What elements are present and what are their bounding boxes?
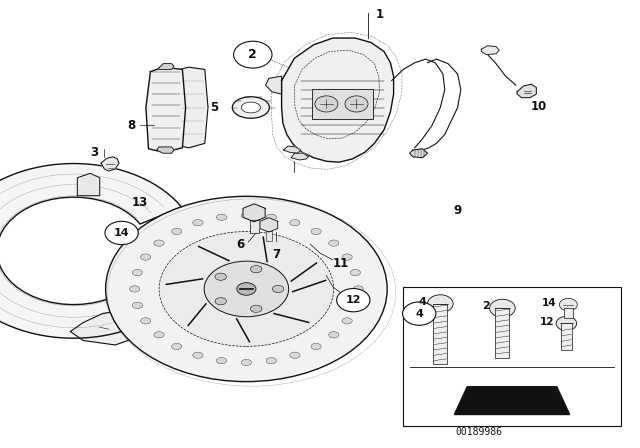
Text: 10: 10: [531, 100, 547, 113]
Ellipse shape: [154, 332, 164, 338]
Ellipse shape: [141, 254, 151, 260]
Ellipse shape: [132, 269, 143, 276]
Text: 4: 4: [419, 297, 426, 307]
FancyBboxPatch shape: [433, 304, 447, 364]
Polygon shape: [260, 218, 278, 232]
Polygon shape: [0, 164, 182, 338]
FancyBboxPatch shape: [495, 308, 509, 358]
Ellipse shape: [216, 214, 227, 220]
Polygon shape: [481, 46, 499, 55]
Ellipse shape: [350, 302, 360, 309]
Circle shape: [559, 298, 577, 311]
Polygon shape: [410, 149, 428, 158]
Ellipse shape: [311, 343, 321, 349]
FancyBboxPatch shape: [403, 287, 621, 426]
Circle shape: [556, 316, 577, 331]
Text: 2: 2: [483, 301, 490, 310]
Ellipse shape: [193, 220, 203, 226]
FancyBboxPatch shape: [250, 220, 259, 233]
Ellipse shape: [250, 305, 262, 312]
Polygon shape: [454, 387, 570, 414]
Text: 4: 4: [415, 309, 423, 319]
Ellipse shape: [329, 332, 339, 338]
FancyBboxPatch shape: [266, 231, 272, 241]
Ellipse shape: [204, 261, 289, 317]
Ellipse shape: [241, 359, 252, 366]
Circle shape: [315, 96, 338, 112]
Text: 8: 8: [127, 119, 135, 132]
Ellipse shape: [141, 318, 151, 324]
Circle shape: [428, 295, 453, 313]
Text: 14: 14: [114, 228, 129, 238]
Polygon shape: [101, 157, 119, 171]
Ellipse shape: [241, 212, 252, 219]
FancyBboxPatch shape: [564, 308, 573, 318]
Circle shape: [403, 302, 436, 325]
Polygon shape: [70, 309, 147, 345]
Ellipse shape: [266, 358, 276, 364]
Ellipse shape: [216, 358, 227, 364]
Ellipse shape: [193, 352, 203, 358]
Ellipse shape: [159, 232, 333, 346]
Polygon shape: [157, 147, 174, 153]
Polygon shape: [176, 67, 208, 148]
Ellipse shape: [353, 286, 364, 292]
Ellipse shape: [290, 352, 300, 358]
Text: 11: 11: [332, 257, 349, 270]
Text: 00189986: 00189986: [455, 427, 502, 437]
Ellipse shape: [215, 297, 227, 305]
Text: 3: 3: [91, 146, 99, 159]
Polygon shape: [284, 146, 301, 153]
Text: 12: 12: [540, 317, 554, 327]
Ellipse shape: [311, 228, 321, 235]
Ellipse shape: [129, 286, 140, 292]
Ellipse shape: [342, 318, 352, 324]
Ellipse shape: [250, 266, 262, 273]
Polygon shape: [266, 76, 282, 94]
Ellipse shape: [350, 269, 360, 276]
Text: 13: 13: [131, 196, 148, 209]
Polygon shape: [146, 67, 186, 152]
Text: 14: 14: [542, 298, 556, 308]
Ellipse shape: [154, 240, 164, 246]
Circle shape: [490, 299, 515, 317]
Polygon shape: [517, 84, 536, 98]
Text: 1: 1: [376, 8, 383, 21]
Polygon shape: [243, 204, 265, 222]
Ellipse shape: [329, 240, 339, 246]
Circle shape: [105, 221, 138, 245]
Polygon shape: [282, 38, 394, 162]
Circle shape: [337, 289, 370, 312]
Circle shape: [234, 41, 272, 68]
Ellipse shape: [232, 97, 269, 118]
Ellipse shape: [172, 228, 182, 235]
Text: 2: 2: [248, 48, 257, 61]
Text: 5: 5: [211, 101, 218, 114]
Ellipse shape: [106, 196, 387, 382]
Text: 6: 6: [236, 237, 244, 251]
FancyBboxPatch shape: [312, 89, 373, 119]
Polygon shape: [77, 173, 100, 196]
Ellipse shape: [290, 220, 300, 226]
Ellipse shape: [237, 283, 256, 295]
Ellipse shape: [172, 343, 182, 349]
Text: 7: 7: [273, 248, 280, 261]
Ellipse shape: [272, 285, 284, 293]
Polygon shape: [159, 64, 174, 69]
Polygon shape: [291, 153, 308, 160]
Ellipse shape: [342, 254, 352, 260]
Ellipse shape: [132, 302, 143, 309]
Ellipse shape: [266, 214, 276, 220]
FancyBboxPatch shape: [561, 323, 572, 350]
Text: 9: 9: [454, 204, 461, 217]
Ellipse shape: [215, 273, 227, 280]
Ellipse shape: [241, 102, 260, 113]
Text: 12: 12: [346, 295, 361, 305]
Circle shape: [345, 96, 368, 112]
